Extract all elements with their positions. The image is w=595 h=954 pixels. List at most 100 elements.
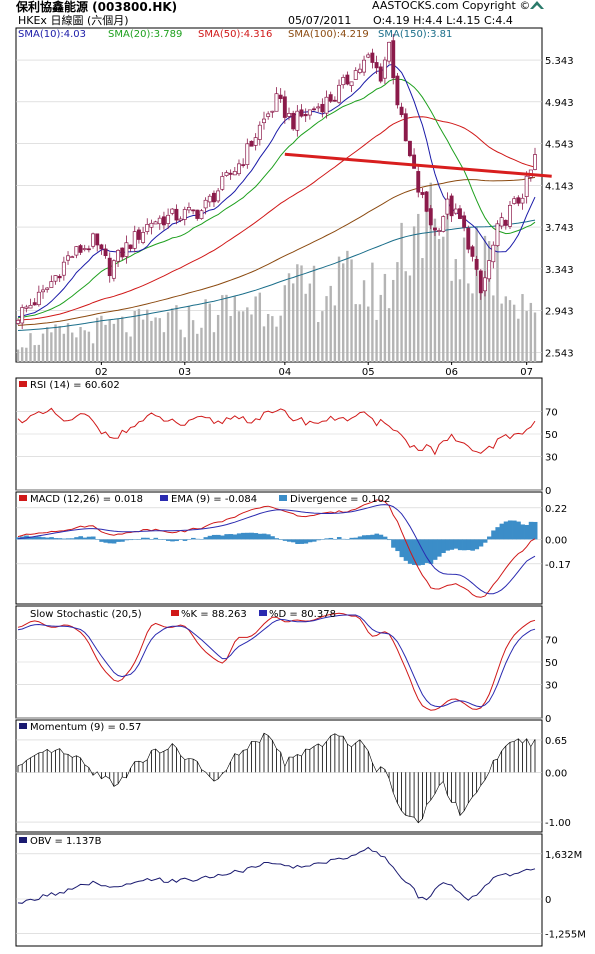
volume-bar [529, 302, 533, 362]
divergence-bar [303, 539, 309, 544]
volume-bar [354, 304, 357, 362]
volume-bar [371, 262, 374, 362]
candle-body [16, 319, 20, 324]
candle-body [478, 270, 483, 294]
volume-bar [279, 315, 282, 362]
volume-bar [137, 308, 141, 362]
sma20-line [17, 78, 536, 319]
volume-bar [429, 182, 432, 362]
brand-logo-icon [530, 1, 544, 9]
divergence-bar [474, 539, 480, 550]
candle-body [299, 109, 304, 117]
volume-bar [433, 218, 437, 362]
volume-bar [175, 305, 178, 362]
ema-legend-label: EMA (9) = -0.084 [171, 494, 257, 505]
volume-bar [58, 326, 61, 362]
divergence-bar [174, 539, 179, 542]
divergence-bar [395, 539, 400, 552]
candle-body [232, 171, 237, 176]
divergence-bar [207, 535, 213, 540]
volume-bar [112, 323, 116, 362]
momentum-legend-swatch [19, 723, 27, 729]
volume-bar [496, 243, 499, 362]
divergence-bar [90, 536, 96, 540]
candle-body [382, 59, 387, 79]
volume-bar [525, 311, 528, 362]
obv-panel [15, 833, 543, 947]
divergence-bar [140, 537, 146, 540]
price-tick-label: 2.943 [545, 307, 574, 318]
volume-bar [492, 295, 495, 362]
volume-bar [304, 293, 307, 362]
candle-body [174, 208, 179, 221]
divergence-bar [45, 537, 50, 540]
candle-body [303, 114, 308, 117]
price-tick-label: 3.343 [545, 265, 574, 276]
volume-bar [508, 300, 512, 362]
volume-bar [125, 332, 128, 362]
candle-body [28, 304, 33, 309]
candle-body [161, 216, 166, 226]
date-label: 05/07/2011 [288, 14, 351, 27]
divergence-bar [336, 537, 342, 540]
price-tick-label: 3.743 [545, 223, 574, 234]
volume-bar [392, 279, 395, 362]
candle-body [378, 66, 383, 82]
macd-tick-label: 0.22 [545, 504, 567, 515]
ohlc-label: O:4.19 H:4.4 L:4.15 C:4.4 [373, 14, 513, 27]
x-tick-label: 05 [362, 367, 375, 378]
candle-body [341, 77, 346, 86]
volume-bar [308, 283, 312, 362]
candle-body [449, 195, 454, 217]
candle-body [191, 209, 196, 212]
volume-bar [475, 226, 478, 362]
divergence-bar [349, 537, 355, 540]
volume-bar [367, 306, 370, 362]
volume-bar [358, 304, 362, 362]
divergence-bar [182, 539, 188, 541]
candle-body [99, 244, 104, 250]
candle-body [182, 209, 187, 220]
divergence-bar [199, 538, 204, 540]
candle-body [45, 287, 50, 290]
macd-tick-label: -0.17 [545, 560, 571, 571]
divergence-bar [249, 532, 254, 540]
candle-body [74, 246, 79, 256]
volume-bar [417, 213, 420, 362]
divergence-bar [328, 537, 334, 540]
sma-legend-label: SMA(10):4.03 [18, 29, 86, 40]
divergence-bar [57, 538, 63, 540]
sma100-line [17, 176, 536, 326]
divergence-bar [491, 530, 496, 540]
candle-body [453, 208, 458, 214]
volume-bar [216, 314, 220, 362]
volume-bar [454, 259, 457, 362]
volume-bar [379, 294, 382, 362]
divergence-bar [428, 539, 434, 564]
volume-bar [333, 305, 337, 362]
divergence-bar [386, 539, 392, 541]
volume-bar [442, 236, 445, 362]
divergence-bar [437, 539, 442, 557]
stochastic-tick-label: 50 [545, 658, 558, 669]
price-tick-label: 2.543 [545, 348, 574, 359]
volume-bar [183, 337, 186, 362]
volume-bar [300, 265, 303, 362]
divergence-bar [157, 539, 163, 540]
divergence-bar [291, 539, 296, 543]
candle-body [278, 94, 283, 100]
divergence-bar [345, 539, 350, 540]
momentum-tick-label: 0.65 [545, 736, 567, 747]
divergence-bar [170, 539, 175, 542]
candle-body [103, 248, 108, 257]
candle-body [387, 41, 392, 62]
volume-bar [437, 238, 441, 362]
volume-bar [425, 200, 428, 362]
volume-bar [504, 296, 508, 362]
candle-body [32, 302, 37, 306]
divergence-bar [261, 533, 267, 540]
candle-body [503, 219, 508, 226]
volume-bar [79, 326, 82, 362]
volume-bar [296, 264, 299, 362]
candle-body [495, 223, 500, 246]
